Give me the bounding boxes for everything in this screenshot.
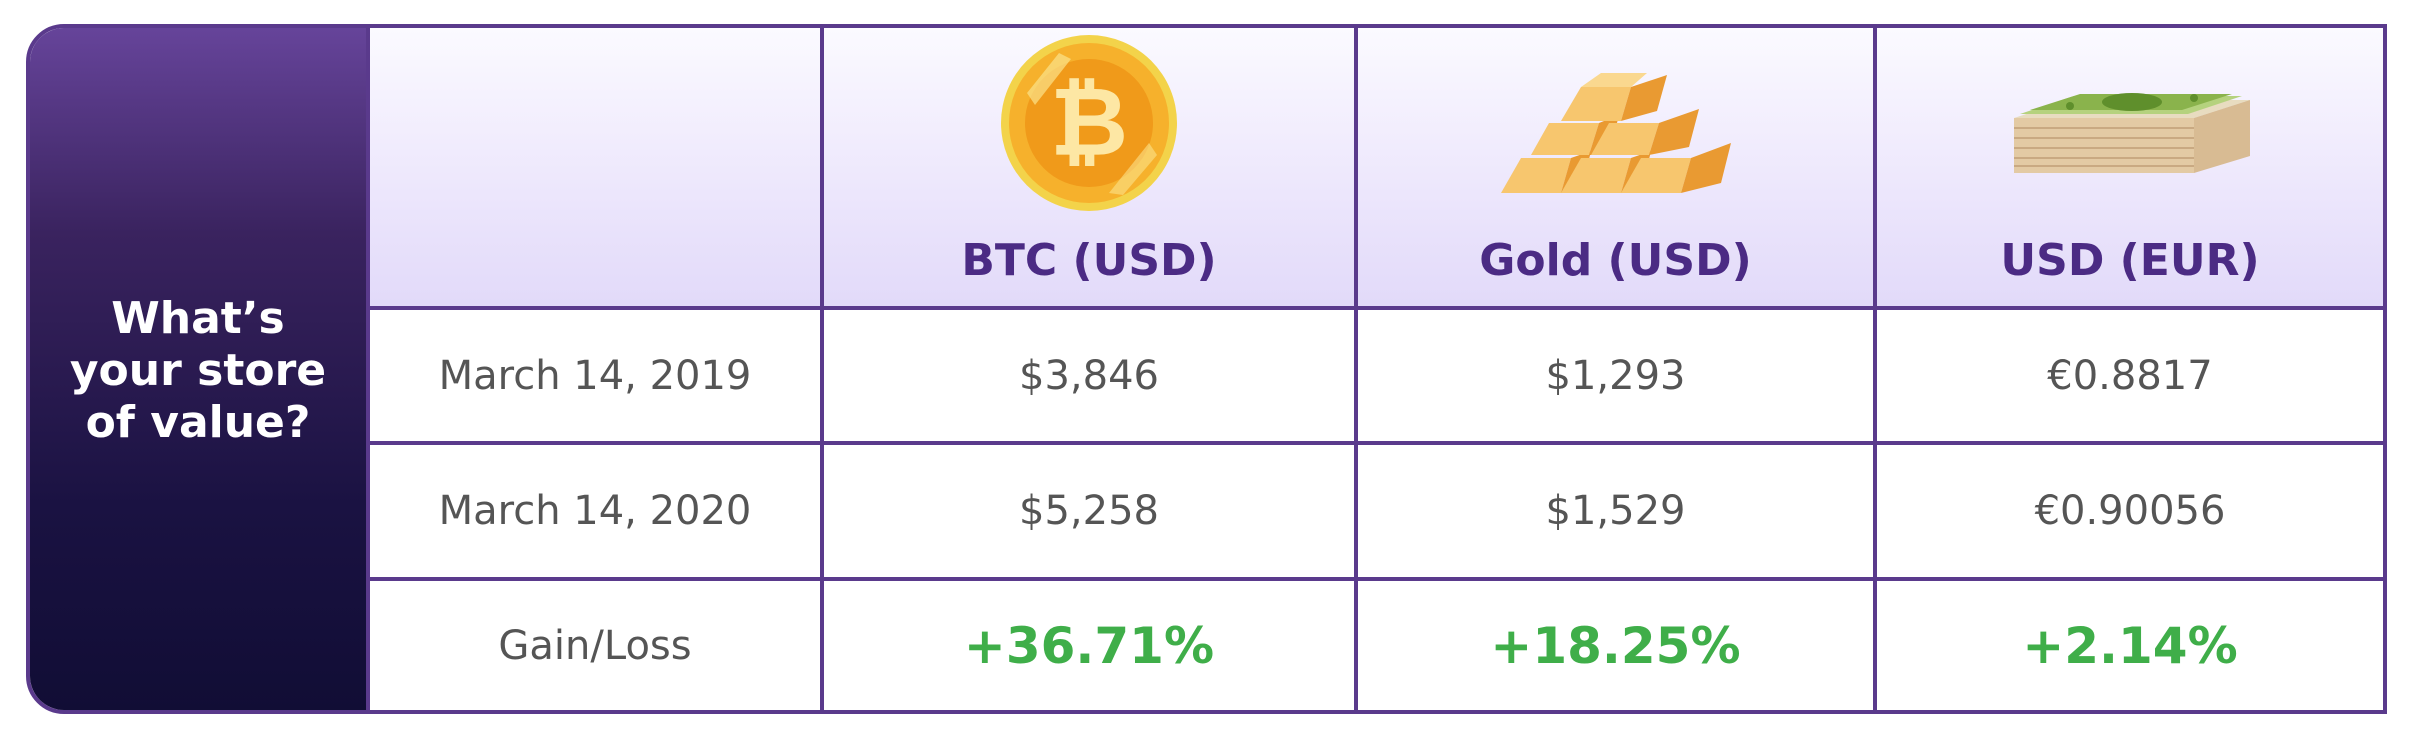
header-gold: Gold (USD)	[1354, 28, 1873, 306]
header-btc-label: BTC (USD)	[961, 235, 1217, 286]
usd-2019-value: €0.8817	[1873, 306, 2383, 441]
gold-bars-icon	[1500, 73, 1731, 193]
bitcoin-coin-icon: ₿	[1001, 35, 1177, 211]
header-usd-label: USD (EUR)	[2000, 235, 2260, 286]
sidebar-panel: What’s your store of value?	[30, 28, 366, 710]
row-label-gain-loss: Gain/Loss	[366, 577, 820, 710]
btc-2019-value: $3,846	[820, 306, 1354, 441]
row-label-2020: March 14, 2020	[366, 441, 820, 577]
gold-2019-value: $1,293	[1354, 306, 1873, 441]
row-label-2019: March 14, 2019	[366, 306, 820, 441]
header-gold-label: Gold (USD)	[1479, 235, 1752, 286]
gold-2020-value: $1,529	[1354, 441, 1873, 577]
header-empty-cell	[366, 28, 820, 306]
btc-gain-value: +36.71%	[820, 577, 1354, 710]
cash-stack-icon	[2014, 93, 2250, 173]
table-grid: ₿ BTC (USD)	[366, 28, 2383, 710]
comparison-table: What’s your store of value? ₿ BTC (USD)	[26, 24, 2387, 714]
usd-2020-value: €0.90056	[1873, 441, 2383, 577]
svg-text:₿: ₿	[1050, 66, 1128, 178]
sidebar-title: What’s your store of value?	[69, 293, 327, 448]
header-usd: USD (EUR)	[1873, 28, 2383, 306]
header-btc: ₿ BTC (USD)	[820, 28, 1354, 306]
btc-2020-value: $5,258	[820, 441, 1354, 577]
gold-gain-value: +18.25%	[1354, 577, 1873, 710]
usd-gain-value: +2.14%	[1873, 577, 2383, 710]
